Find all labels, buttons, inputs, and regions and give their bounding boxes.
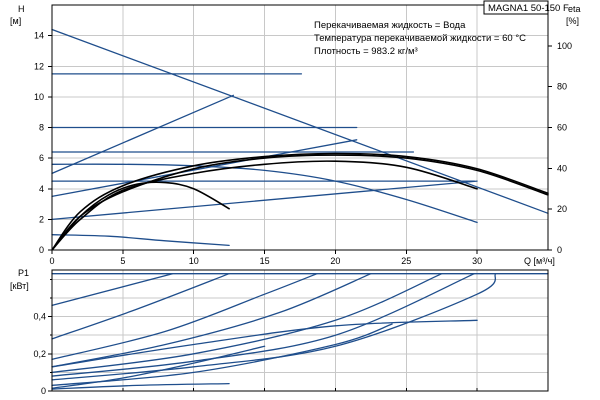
power-y-axis-unit: [кВт]	[10, 281, 29, 291]
power-y-tick-label: 0,2	[33, 349, 46, 359]
head-chart-panel: 0 2 4 6 8 10 12 14 0 20 40 60 80 100 0 5 10 15 20 25 30 H [м…	[10, 0, 581, 266]
head-axes: 0 2 4 6 8 10 12 14 0 20 40 60 80 100 0 5 10 15 20 25 30	[34, 31, 572, 266]
efficiency-curve-12	[51, 160, 478, 251]
flow-x-tick-label: 5	[120, 256, 125, 266]
power-curve-6	[51, 273, 475, 377]
chart-title: MAGNA1 50-150 F	[488, 3, 569, 14]
head-y-tick-label: 12	[34, 61, 44, 71]
power-curve-2	[51, 273, 230, 340]
efficiency-curve-13	[51, 181, 230, 251]
power-y-axis-label: P1	[18, 268, 29, 278]
flow-x-tick-label: 15	[260, 256, 270, 266]
flow-x-tick-label: 25	[401, 256, 411, 266]
power-curve-4	[51, 273, 372, 368]
head-y-axis-unit: [м]	[10, 16, 21, 26]
efficiency-y-tick-label: 100	[557, 41, 572, 51]
flow-x-tick-label: 0	[49, 256, 54, 266]
power-curve-3	[51, 273, 318, 361]
power-y-tick-label: 0,4	[33, 312, 46, 322]
head-y-tick-label: 10	[34, 92, 44, 102]
fluid-info-line: Перекачиваемая жидкость = Вода	[314, 20, 466, 31]
power-chart-panel: 0 0,2 0,4 P1 [кВт]	[10, 268, 549, 396]
efficiency-y-tick-label: 20	[557, 204, 567, 214]
chart-title-box	[483, 0, 549, 15]
head-y-tick-label: 8	[39, 123, 44, 133]
head-series-group	[51, 28, 549, 251]
flow-x-tick-label: 10	[189, 256, 199, 266]
power-curve-1	[51, 273, 174, 307]
efficiency-curve-11	[51, 152, 549, 251]
efficiency-y-tick-label: 80	[557, 82, 567, 92]
efficiency-y-tick-label: 40	[557, 163, 567, 173]
efficiency-axis-unit: [%]	[566, 16, 579, 26]
head-y-tick-label: 4	[39, 184, 44, 194]
efficiency-y-tick-label: 60	[557, 123, 567, 133]
head-curve-6	[51, 139, 358, 198]
flow-x-tick-label: 20	[330, 256, 340, 266]
power-curve-11	[51, 382, 230, 390]
power-axes: 0 0,2 0,4	[33, 278, 478, 396]
efficiency-y-tick-label: 0	[557, 245, 562, 255]
power-curve-5	[51, 273, 443, 374]
power-y-tick-label: 0	[41, 386, 46, 396]
power-series-group	[51, 273, 549, 390]
head-curve-0	[51, 28, 549, 214]
fluid-info-line: Плотность = 983.2 кг/м³	[314, 46, 418, 57]
fluid-info-annotations: Перекачиваемая жидкость = Вода Температур…	[314, 20, 526, 57]
head-curve-7	[51, 180, 478, 221]
flow-x-tick-label: 30	[472, 256, 482, 266]
head-curve-9	[51, 234, 230, 247]
power-curve-8	[51, 319, 478, 368]
power-plot-frame	[51, 269, 549, 392]
head-y-tick-label: 14	[34, 31, 44, 41]
head-y-tick-label: 6	[39, 153, 44, 163]
fluid-info-line: Температура перекачиваемой жидкости = 60…	[314, 33, 526, 44]
power-curve-10	[51, 345, 266, 389]
efficiency-axis-label: eta	[568, 4, 581, 14]
head-y-tick-label: 2	[39, 214, 44, 224]
efficiency-curve-10	[51, 154, 549, 251]
head-y-axis-label: H	[18, 4, 25, 14]
head-y-tick-label: 0	[39, 245, 44, 255]
flow-axis-label: Q [м³/ч]	[524, 256, 555, 266]
power-curve-7	[51, 273, 497, 381]
head-curve-5	[51, 94, 235, 175]
head-curve-8	[51, 163, 478, 224]
